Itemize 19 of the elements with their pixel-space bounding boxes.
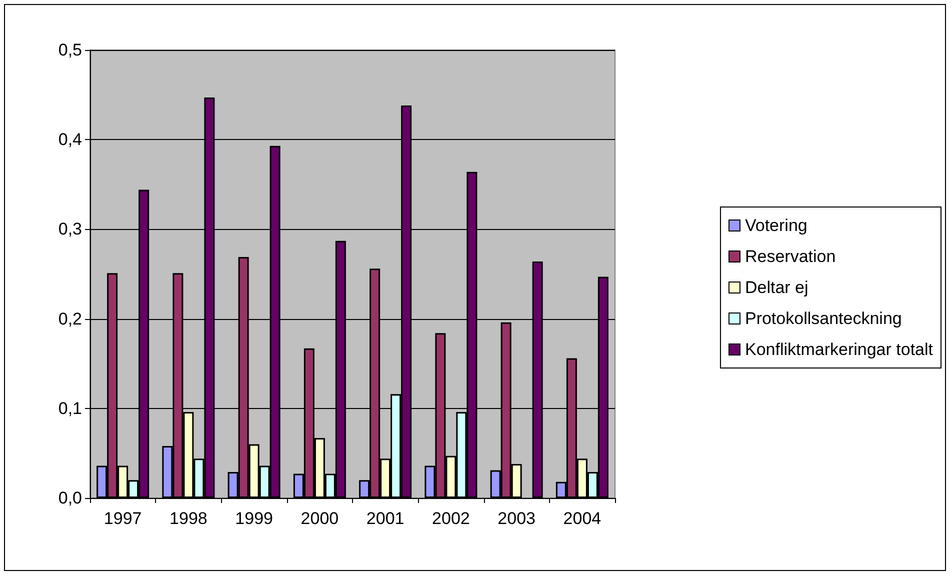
y-tick-label: 0,1 [58, 398, 82, 418]
legend-label: Konfliktmarkeringar totalt [744, 340, 934, 359]
legend-label: Votering [744, 216, 808, 235]
legend-label: Protokollsanteckning [744, 309, 902, 328]
x-tick-label: 1998 [170, 509, 208, 528]
y-tick-label: 0,4 [58, 130, 82, 150]
x-tick-label: 1999 [235, 509, 273, 528]
x-tick-label: 2000 [300, 509, 339, 528]
y-tick-label: 0,2 [58, 309, 82, 328]
x-tick-label: 2004 [563, 509, 602, 528]
y-tick-label: 0,3 [58, 220, 82, 239]
y-tick-label: 0,0 [58, 488, 82, 508]
legend-label: Deltar ej [744, 278, 808, 297]
legend-label: Reservation [744, 247, 836, 266]
y-tick-label: 0,5 [58, 40, 82, 60]
x-tick-label: 2003 [498, 509, 536, 528]
x-tick-label: 1997 [104, 509, 142, 528]
x-tick-label: 2002 [432, 509, 470, 528]
x-tick-label: 2001 [366, 509, 404, 528]
